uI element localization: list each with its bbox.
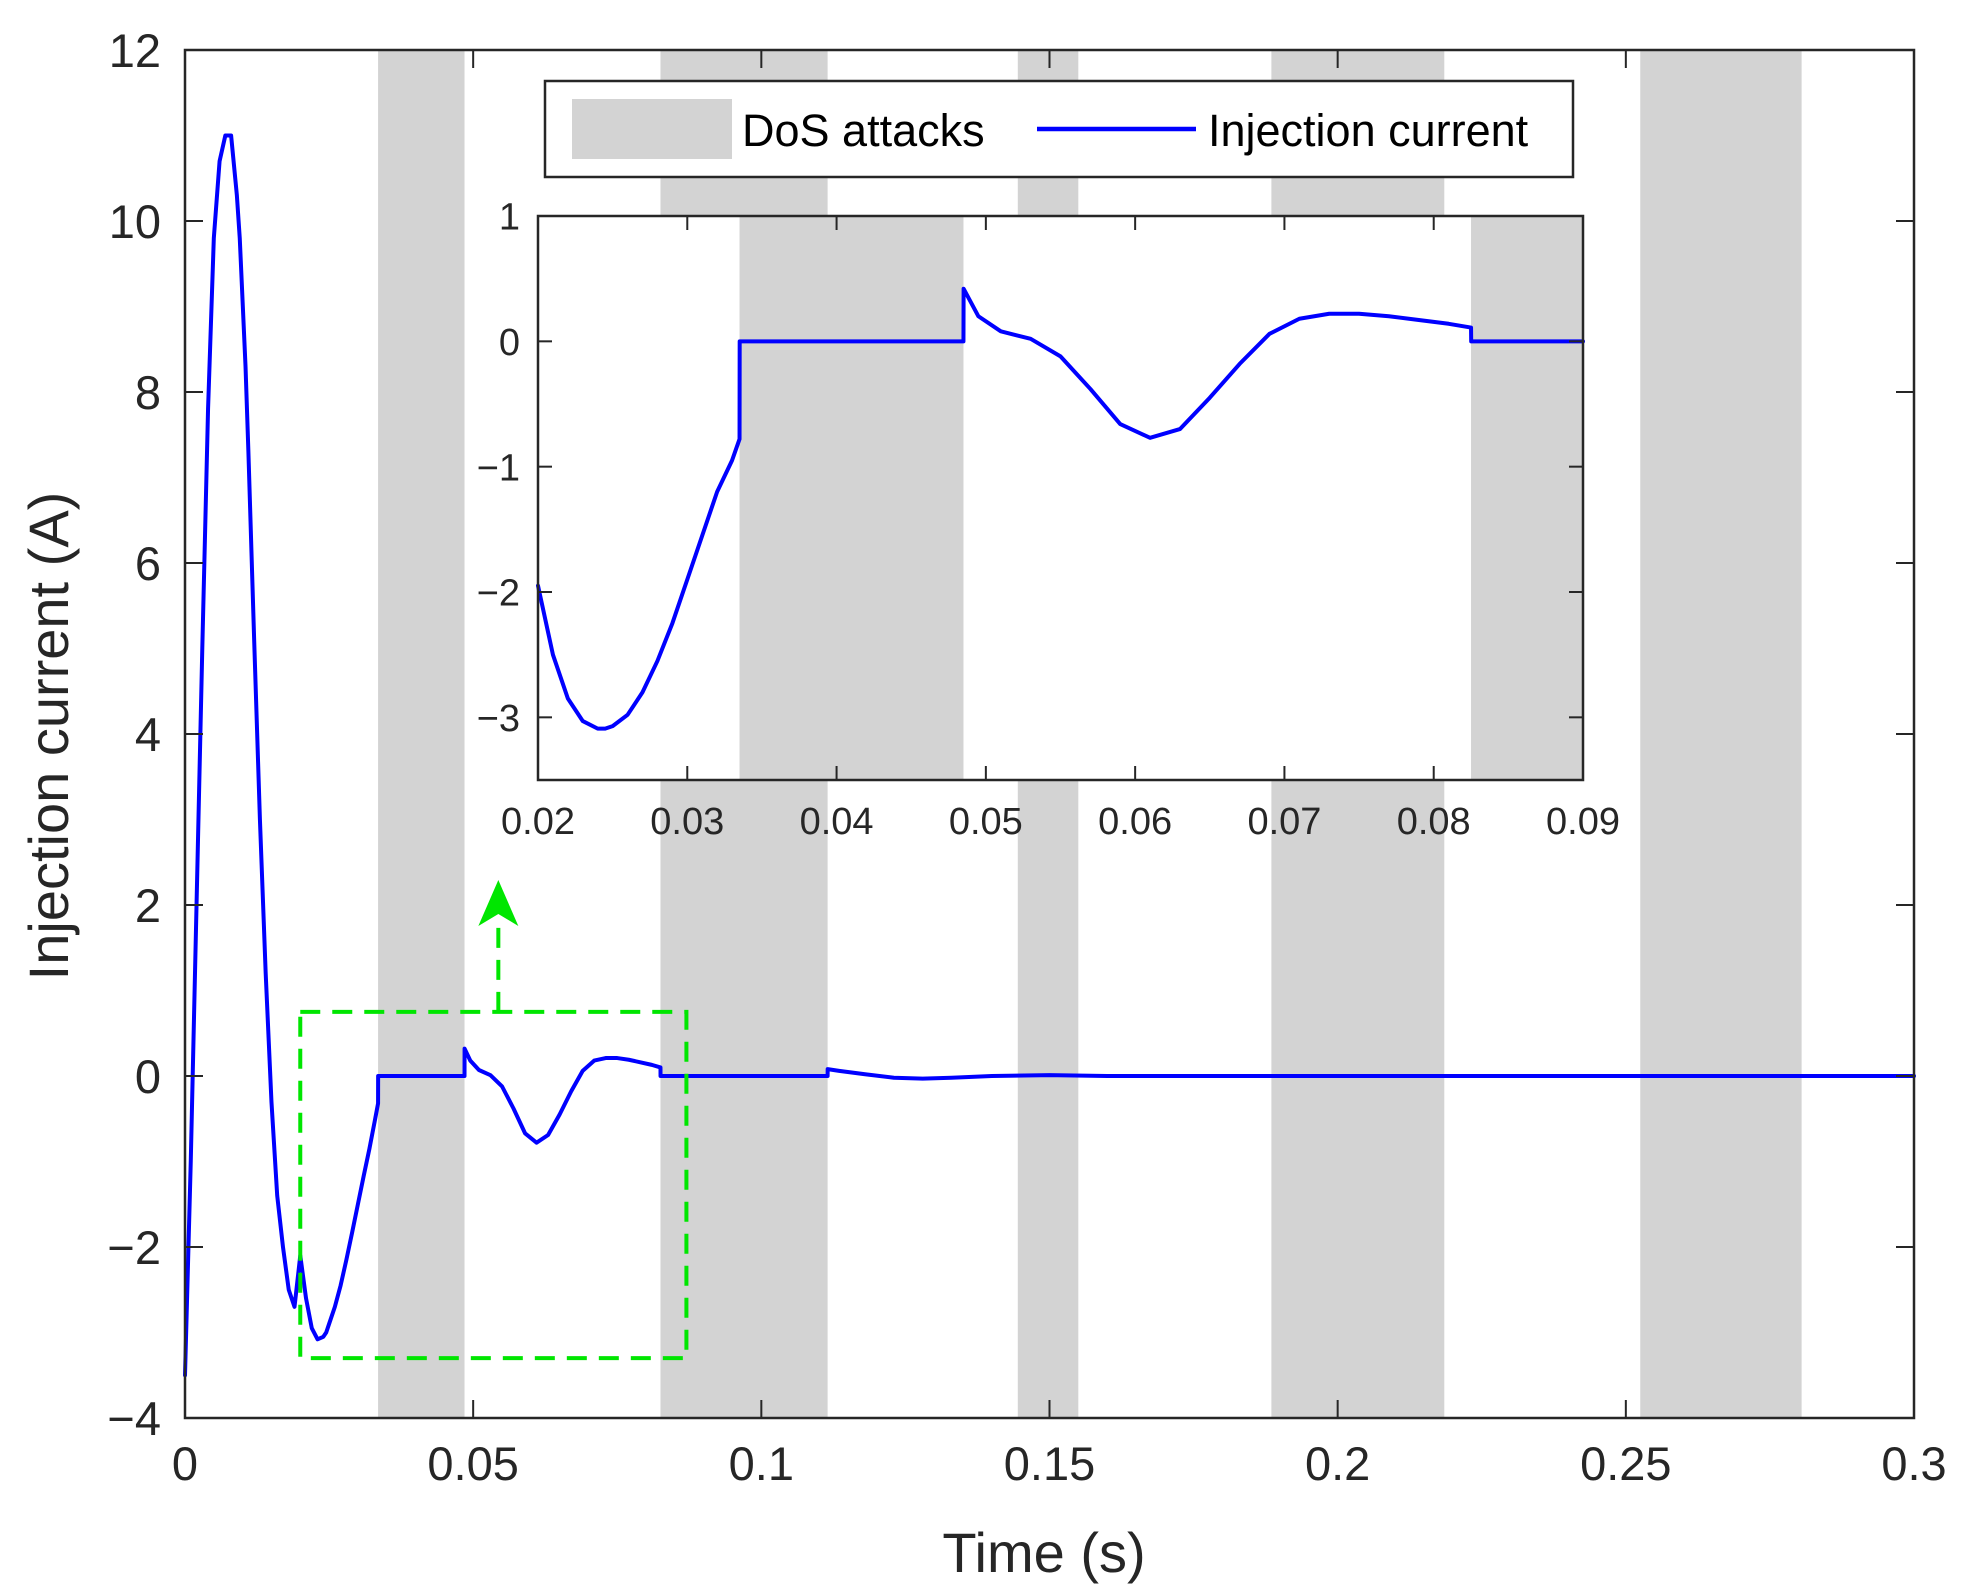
inset-injection-current-line	[536, 286, 1585, 731]
inset-x-tick-label: 0.02	[501, 801, 575, 843]
inset-x-tick-label: 0.08	[1397, 801, 1471, 843]
x-tick-label: 0.3	[1881, 1437, 1946, 1490]
x-tick-label: 0.1	[729, 1437, 794, 1490]
x-tick-label: 0.05	[427, 1437, 518, 1490]
inset-x-tick-label: 0.06	[1098, 801, 1172, 843]
inset-y-tick-label: −1	[477, 447, 520, 489]
y-tick-label: 0	[135, 1050, 161, 1103]
x-tick-label: 0	[172, 1437, 198, 1490]
x-tick-label: 0.2	[1305, 1437, 1370, 1490]
dos-attack-band	[378, 50, 465, 1418]
legend-injection-label: Injection current	[1208, 105, 1529, 156]
zoom-region-box	[298, 1009, 689, 1361]
inset-y-tick-label: −3	[477, 698, 520, 740]
y-tick-label: 2	[135, 879, 161, 932]
inset-y-tick-label: 0	[499, 322, 520, 364]
legend-dos-swatch	[572, 99, 732, 159]
y-tick-label: −4	[107, 1392, 161, 1445]
x-tick-label: 0.25	[1580, 1437, 1671, 1490]
zoom-arrow-head	[478, 880, 519, 926]
dos-attack-band	[1640, 50, 1802, 1418]
y-tick-label: 4	[135, 708, 161, 761]
inset-plot: 0.02 0.03 0.04 0.05 0.06 0.07 0.08 0.09 −3 −2 −1 0 1	[477, 197, 1620, 843]
y-tick-label: 6	[135, 537, 161, 590]
inset-x-tick-label: 0.04	[800, 801, 874, 843]
inset-y-tick-label: −2	[477, 573, 520, 615]
inset-y-tick-label: 1	[499, 197, 520, 239]
inset-x-tick-label: 0.07	[1247, 801, 1321, 843]
zoom-annotations	[298, 880, 689, 1361]
inset-x-tick-label: 0.09	[1546, 801, 1620, 843]
inset-dos-attack-band	[739, 216, 964, 780]
y-tick-label: −2	[107, 1221, 161, 1274]
legend-dos-label: DoS attacks	[742, 105, 985, 156]
inset-plot-area	[538, 216, 1583, 780]
y-tick-label: 8	[135, 366, 161, 419]
inset-x-tick-label: 0.05	[949, 801, 1023, 843]
y-tick-label: 10	[109, 195, 161, 248]
inset-axes-frame	[536, 214, 1585, 782]
inset-x-tick-label: 0.03	[650, 801, 724, 843]
legend: DoS attacks Injection current	[543, 79, 1575, 179]
y-tick-label: 12	[109, 24, 161, 77]
x-axis-label: Time (s)	[942, 1521, 1145, 1584]
x-tick-label: 0.15	[1004, 1437, 1095, 1490]
y-axis-label: Injection current (A)	[17, 492, 80, 981]
injection-current-line	[183, 133, 1916, 1378]
inset-dos-attack-band	[1471, 216, 1583, 780]
